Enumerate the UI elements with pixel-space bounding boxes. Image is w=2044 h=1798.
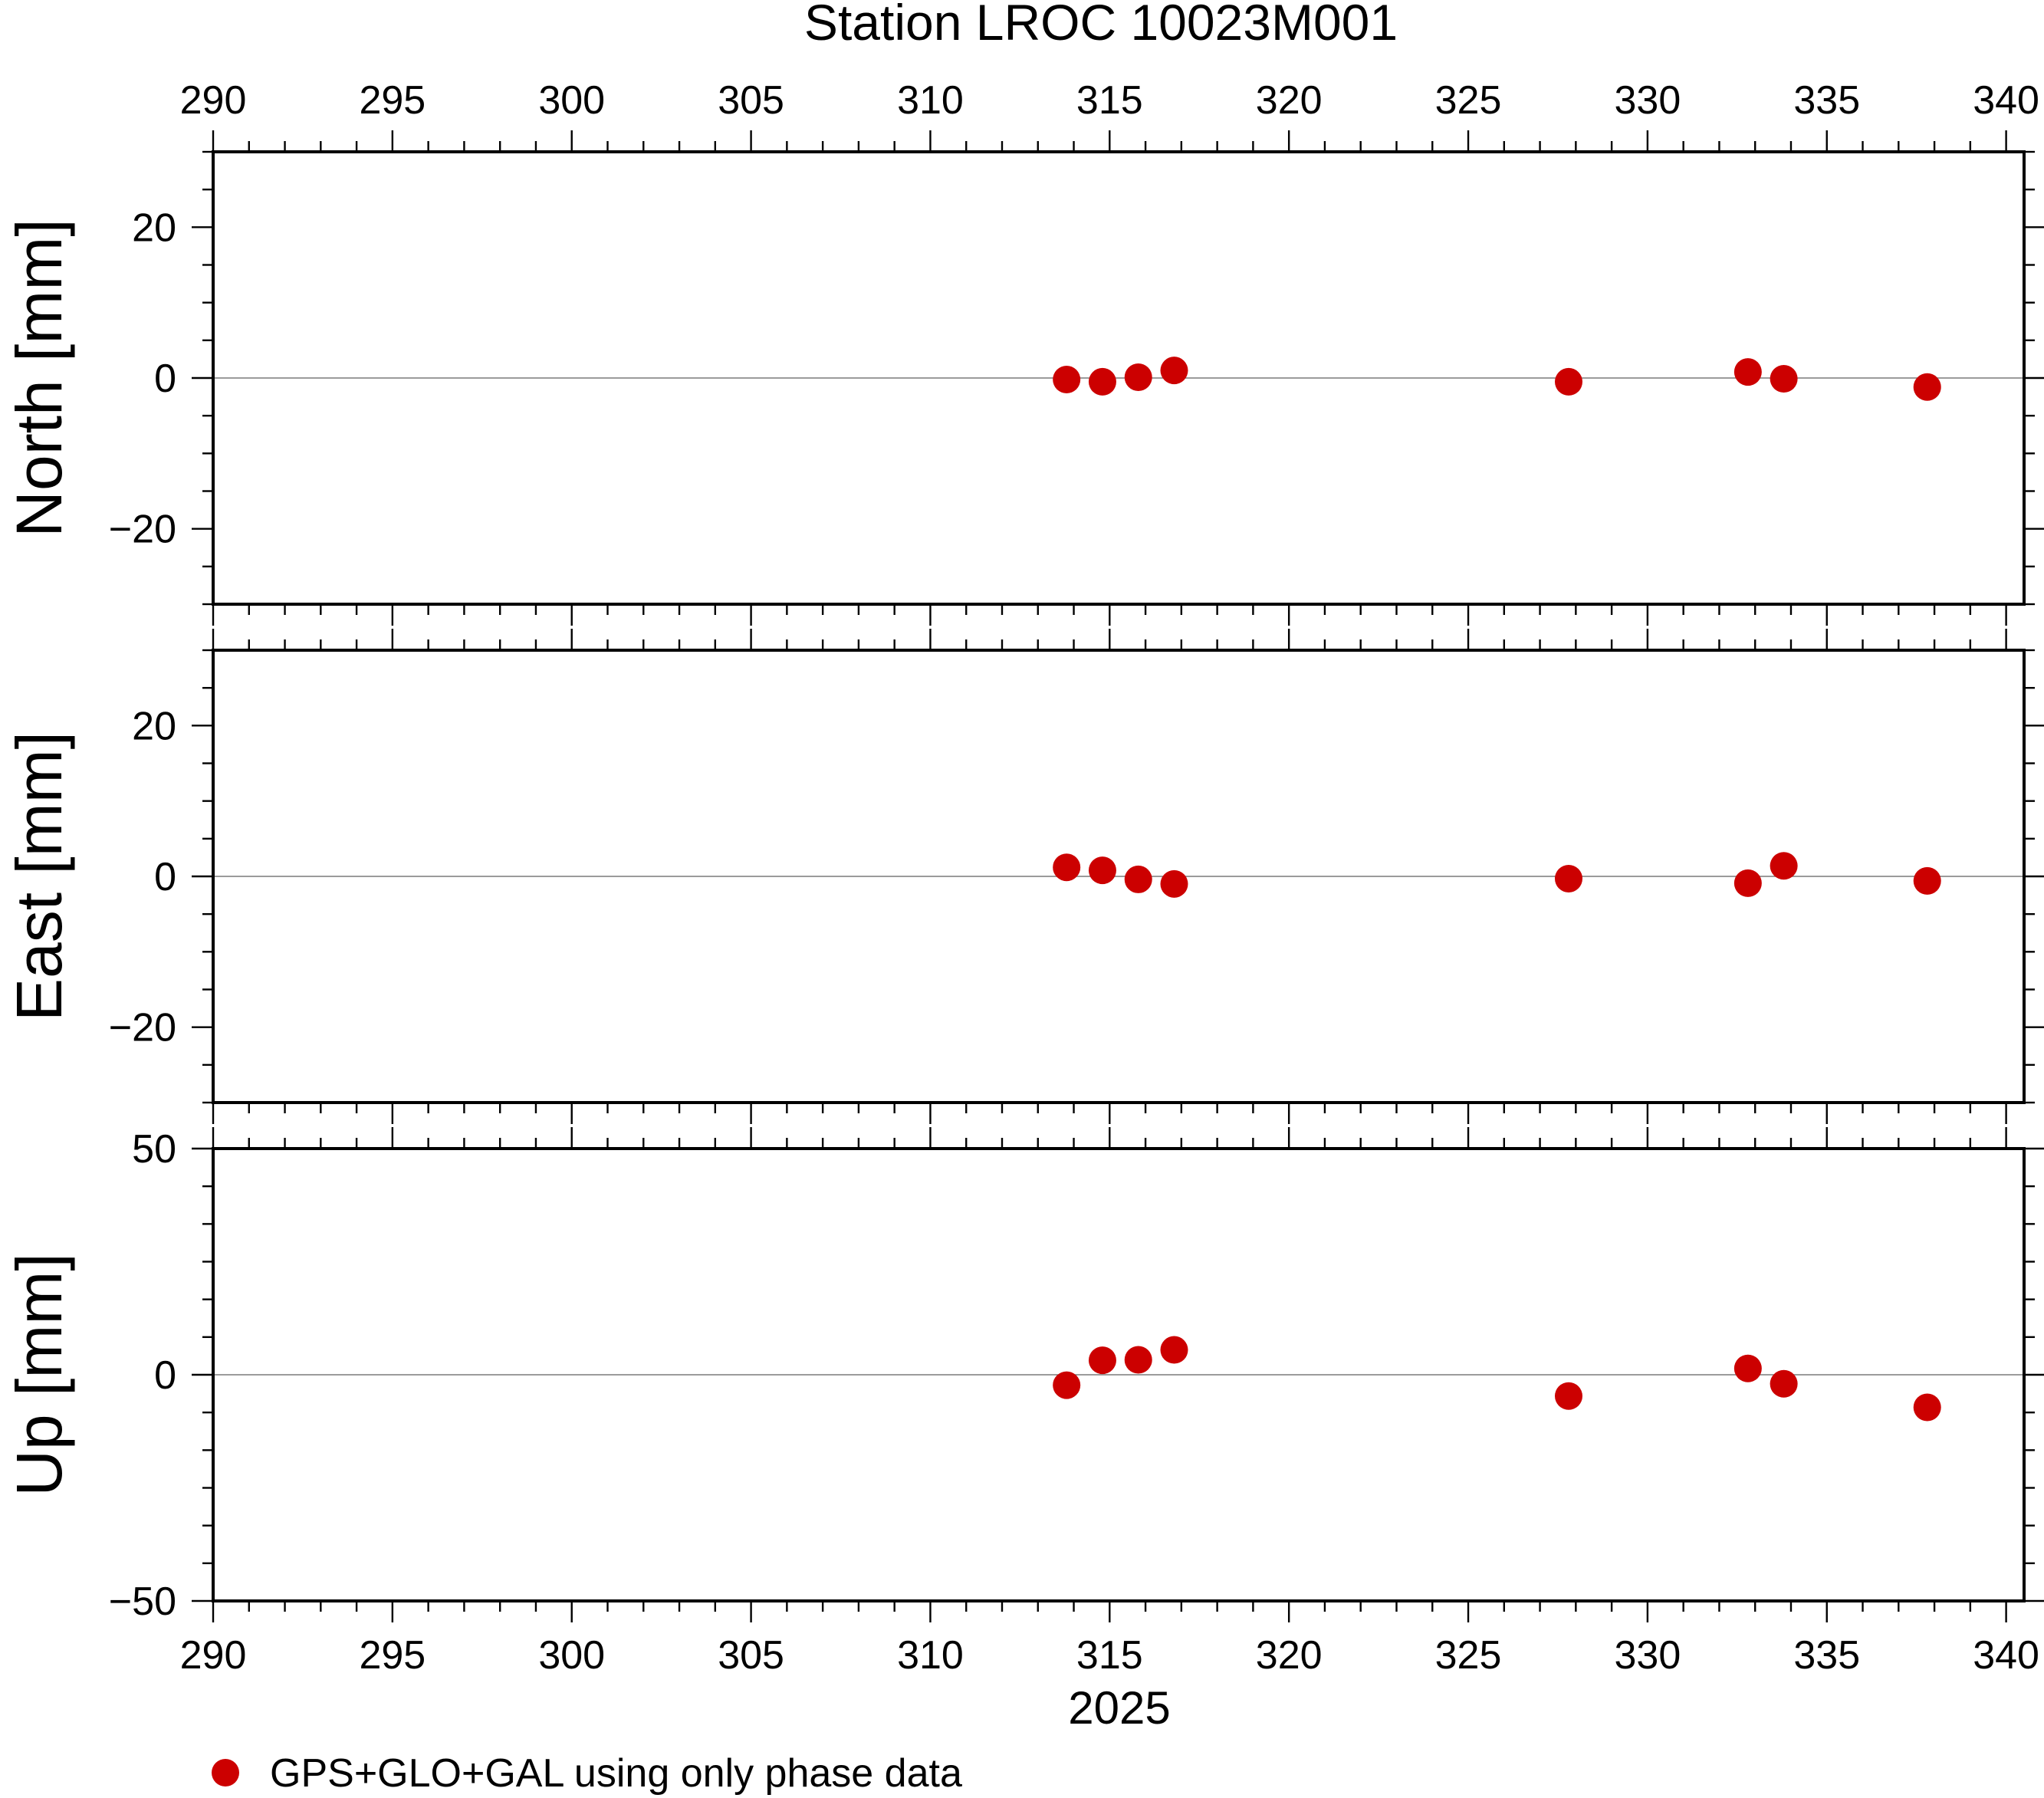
- x-tick-label-bottom: 340: [1973, 1633, 2039, 1678]
- x-tick-label-bottom: 300: [538, 1633, 605, 1678]
- x-tick-label-top: 305: [718, 78, 784, 123]
- data-point-up: [1088, 1346, 1116, 1375]
- x-tick-label-bottom: 320: [1256, 1633, 1323, 1678]
- x-tick-label-bottom: 335: [1793, 1633, 1860, 1678]
- legend-label: GPS+GLO+GAL using only phase data: [270, 1751, 962, 1796]
- data-point-east: [1088, 856, 1116, 885]
- x-tick-label-bottom: 325: [1435, 1633, 1502, 1678]
- data-point-north: [1554, 367, 1582, 396]
- data-point-east: [1554, 864, 1582, 892]
- y-tick-label-north: 20: [132, 205, 176, 250]
- y-tick-label-up: −50: [109, 1579, 176, 1624]
- x-tick-label-bottom: 310: [897, 1633, 964, 1678]
- x-tick-label-top: 320: [1256, 78, 1323, 123]
- x-tick-label-top: 290: [180, 78, 247, 123]
- data-point-north: [1088, 367, 1116, 396]
- y-tick-label-up: 50: [132, 1127, 176, 1172]
- y-axis-label-north: North [mm]: [3, 219, 75, 537]
- y-axis-label-east: East [mm]: [3, 731, 75, 1021]
- y-tick-label-east: 0: [154, 855, 176, 899]
- x-tick-label-top: 340: [1973, 78, 2039, 123]
- data-point-up: [1770, 1369, 1798, 1398]
- data-point-up: [1913, 1393, 1941, 1422]
- x-tick-label-top: 325: [1435, 78, 1502, 123]
- y-tick-label-east: −20: [109, 1006, 176, 1050]
- data-point-east: [1124, 865, 1152, 893]
- chart-title: Station LROC 10023M001: [804, 0, 1398, 51]
- y-tick-label-east: 20: [132, 704, 176, 748]
- data-point-north: [1913, 373, 1941, 401]
- x-tick-label-top: 295: [359, 78, 426, 123]
- x-tick-label-bottom: 305: [718, 1633, 784, 1678]
- x-tick-label-bottom: 295: [359, 1633, 426, 1678]
- panel-north: −20 0 20 North [mm]: [3, 130, 2044, 626]
- data-point-north: [1124, 363, 1152, 392]
- data-point-east: [1733, 869, 1762, 897]
- data-point-up: [1053, 1371, 1081, 1399]
- data-point-east: [1160, 869, 1188, 898]
- y-tick-label-up: 0: [154, 1353, 176, 1398]
- x-tick-label-bottom: 290: [180, 1633, 247, 1678]
- panel-up: −50 0 50 Up [mm]: [3, 1127, 2044, 1624]
- legend-marker: [212, 1759, 239, 1786]
- x-tick-labels-top: 290 295 300 305 310 315 320 325 330 335 340: [180, 78, 2039, 123]
- x-tick-label-top: 330: [1615, 78, 1681, 123]
- y-tick-label-north: −20: [109, 508, 176, 552]
- y-tick-label-north: 0: [154, 357, 176, 401]
- x-tick-label-top: 335: [1793, 78, 1860, 123]
- legend: GPS+GLO+GAL using only phase data: [212, 1751, 962, 1796]
- data-point-north: [1733, 358, 1762, 386]
- data-point-north: [1160, 357, 1188, 385]
- data-point-east: [1913, 866, 1941, 895]
- x-axis-label: 2025: [1068, 1682, 1170, 1734]
- x-tick-label-top: 300: [538, 78, 605, 123]
- y-axis-label-up: Up [mm]: [3, 1253, 75, 1496]
- data-point-up: [1554, 1382, 1582, 1410]
- data-point-north: [1770, 364, 1798, 393]
- data-point-up: [1124, 1346, 1152, 1374]
- x-tick-label-top: 315: [1076, 78, 1143, 123]
- x-tick-labels-bottom: 290 295 300 305 310 315 320 325 330 335 340: [180, 1633, 2039, 1678]
- x-tick-label-bottom: 330: [1615, 1633, 1681, 1678]
- data-point-east: [1770, 852, 1798, 880]
- data-point-east: [1053, 853, 1081, 882]
- panel-east: −20 0 20 East [mm]: [3, 629, 2044, 1124]
- x-tick-label-bottom: 315: [1076, 1633, 1143, 1678]
- x-tick-label-top: 310: [897, 78, 964, 123]
- data-point-up: [1733, 1354, 1762, 1382]
- panels-group: −20 0 20 North [mm] −20 0 20 East [mm] −50 0 50 Up …: [3, 78, 2044, 1678]
- data-point-up: [1160, 1336, 1188, 1364]
- data-point-north: [1053, 365, 1081, 393]
